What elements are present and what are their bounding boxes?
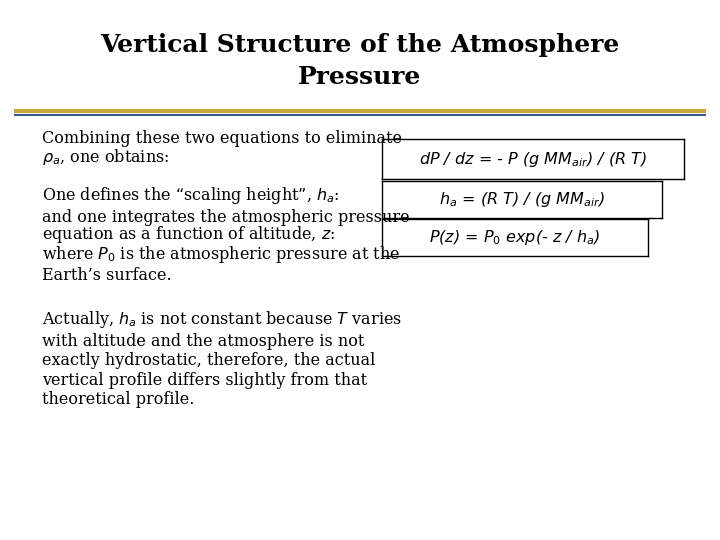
Text: $\rho_a$, one obtains:: $\rho_a$, one obtains: — [42, 147, 169, 167]
Text: Combining these two equations to eliminate: Combining these two equations to elimina… — [42, 130, 402, 147]
Text: P(z) = P$_0$ exp(- z / $h_a$): P(z) = P$_0$ exp(- z / $h_a$) — [429, 228, 600, 247]
Text: exactly hydrostatic, therefore, the actual: exactly hydrostatic, therefore, the actu… — [42, 353, 375, 369]
Text: Earth’s surface.: Earth’s surface. — [42, 267, 171, 284]
Text: Pressure: Pressure — [298, 65, 422, 89]
Text: where $P_0$ is the atmospheric pressure at the: where $P_0$ is the atmospheric pressure … — [42, 244, 400, 265]
Text: and one integrates the atmospheric pressure: and one integrates the atmospheric press… — [42, 209, 410, 226]
Text: dP / dz = - P (g MM$_{air}$) / (R T): dP / dz = - P (g MM$_{air}$) / (R T) — [419, 150, 647, 168]
Text: Vertical Structure of the Atmosphere: Vertical Structure of the Atmosphere — [100, 33, 620, 57]
Text: Actually, $h_a$ is not constant because $T$ varies: Actually, $h_a$ is not constant because … — [42, 309, 402, 330]
Text: theoretical profile.: theoretical profile. — [42, 392, 194, 408]
Text: $h_a$ = (R T) / (g MM$_{air}$): $h_a$ = (R T) / (g MM$_{air}$) — [439, 190, 605, 210]
Text: One defines the “scaling height”, $h_a$:: One defines the “scaling height”, $h_a$: — [42, 185, 339, 206]
Text: with altitude and the atmosphere is not: with altitude and the atmosphere is not — [42, 333, 364, 350]
Text: equation as a function of altitude, $z$:: equation as a function of altitude, $z$: — [42, 224, 335, 245]
Text: vertical profile differs slightly from that: vertical profile differs slightly from t… — [42, 372, 367, 389]
